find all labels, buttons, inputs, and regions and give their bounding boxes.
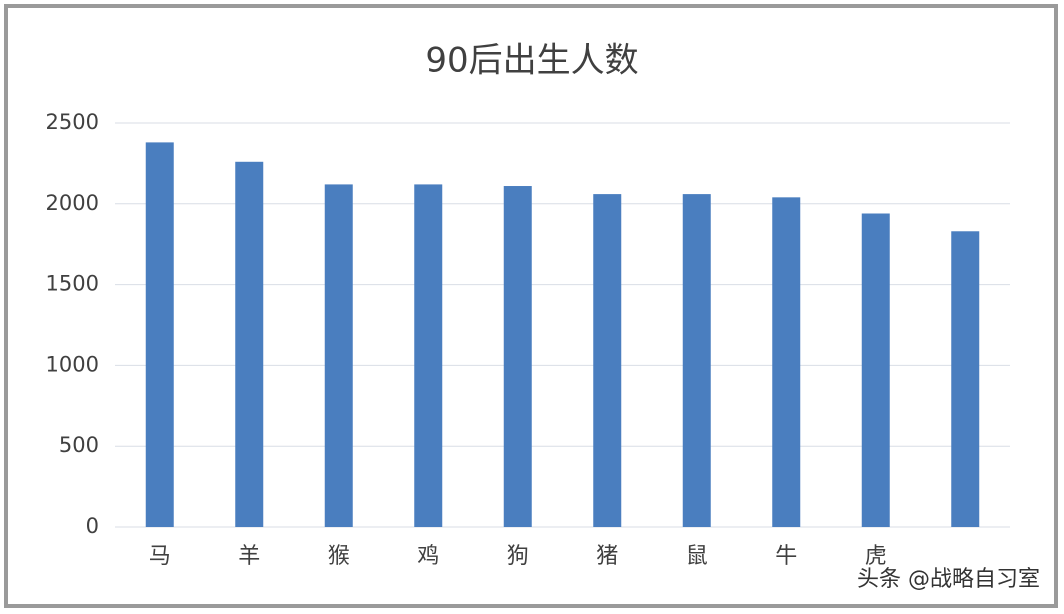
y-tick-label: 2000 xyxy=(46,191,99,215)
x-tick-label: 牛 xyxy=(775,544,797,569)
bar xyxy=(414,184,443,527)
bar xyxy=(861,213,890,527)
x-tick-label: 猪 xyxy=(596,544,618,569)
bar xyxy=(503,186,532,528)
x-tick-label: 鼠 xyxy=(686,544,708,569)
watermark: 头条 @战略自习室 xyxy=(857,567,1040,592)
y-tick-label: 1500 xyxy=(46,272,99,296)
bar xyxy=(682,194,711,527)
bar xyxy=(324,184,353,527)
x-tick-label: 羊 xyxy=(238,544,260,569)
y-tick-label: 1000 xyxy=(46,352,99,376)
y-tick-label: 2500 xyxy=(46,110,99,134)
bar xyxy=(145,142,174,527)
x-tick-label: 马 xyxy=(149,544,171,569)
y-tick-label: 500 xyxy=(59,433,99,457)
chart-title: 90后出生人数 xyxy=(425,41,638,81)
y-tick-label: 0 xyxy=(86,514,99,538)
bar xyxy=(772,197,801,527)
bar xyxy=(593,194,622,527)
x-tick-label: 狗 xyxy=(507,544,529,569)
bar xyxy=(951,231,980,527)
x-tick-label: 猴 xyxy=(328,544,350,569)
x-tick-label: 鸡 xyxy=(417,544,439,569)
x-tick-label: 虎 xyxy=(865,544,887,569)
bar xyxy=(235,161,264,527)
